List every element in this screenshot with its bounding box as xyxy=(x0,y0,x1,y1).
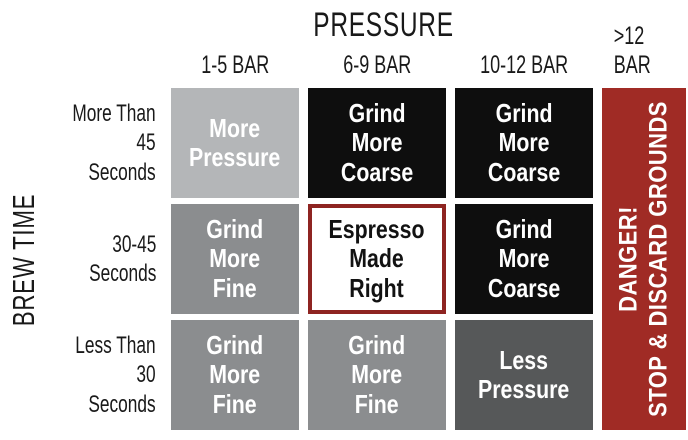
cell-grind-more-fine-r2c1: Grind More Fine xyxy=(171,204,299,314)
danger-line-2: STOP & DISCARD GROUNDS xyxy=(644,101,672,417)
cell-danger-stop-discard-grounds: DANGER! STOP & DISCARD GROUNDS xyxy=(602,88,686,430)
cell-grind-more-coarse-r1c3: Grind More Coarse xyxy=(455,88,593,198)
column-header-6-9-bar: 6-9 BAR xyxy=(342,51,412,79)
column-header-1-5-bar: 1-5 BAR xyxy=(200,51,270,79)
cell-grind-more-coarse-r1c2: Grind More Coarse xyxy=(308,88,446,198)
cell-espresso-made-right: Espresso Made Right xyxy=(308,204,446,314)
row-label-more-than-45-seconds: More Than 45 Seconds xyxy=(72,100,156,186)
column-header-10-12-bar: 10-12 BAR xyxy=(479,51,569,79)
grid-corner-spacer xyxy=(0,52,162,82)
column-header-over-12-bar: >12 BAR xyxy=(613,22,651,79)
row-label-30-45-seconds: 30-45 Seconds xyxy=(88,230,156,287)
matrix-grid: 1-5 BAR 6-9 BAR 10-12 BAR >12 BAR More T… xyxy=(0,22,686,430)
danger-line-1: DANGER! xyxy=(614,206,643,312)
cell-grind-more-fine-r3c2: Grind More Fine xyxy=(308,320,446,430)
cell-more-pressure: More Pressure xyxy=(171,88,299,198)
cell-grind-more-fine-r3c1: Grind More Fine xyxy=(171,320,299,430)
pressure-axis-title: PRESSURE xyxy=(171,6,597,45)
row-label-less-than-30-seconds: Less Than 30 Seconds xyxy=(75,332,156,418)
pressure-axis-title-text: PRESSURE xyxy=(313,6,455,44)
cell-less-pressure: Less Pressure xyxy=(455,320,593,430)
cell-grind-more-coarse-r2c3: Grind More Coarse xyxy=(455,204,593,314)
danger-rotated-text: DANGER! STOP & DISCARD GROUNDS xyxy=(615,101,674,417)
